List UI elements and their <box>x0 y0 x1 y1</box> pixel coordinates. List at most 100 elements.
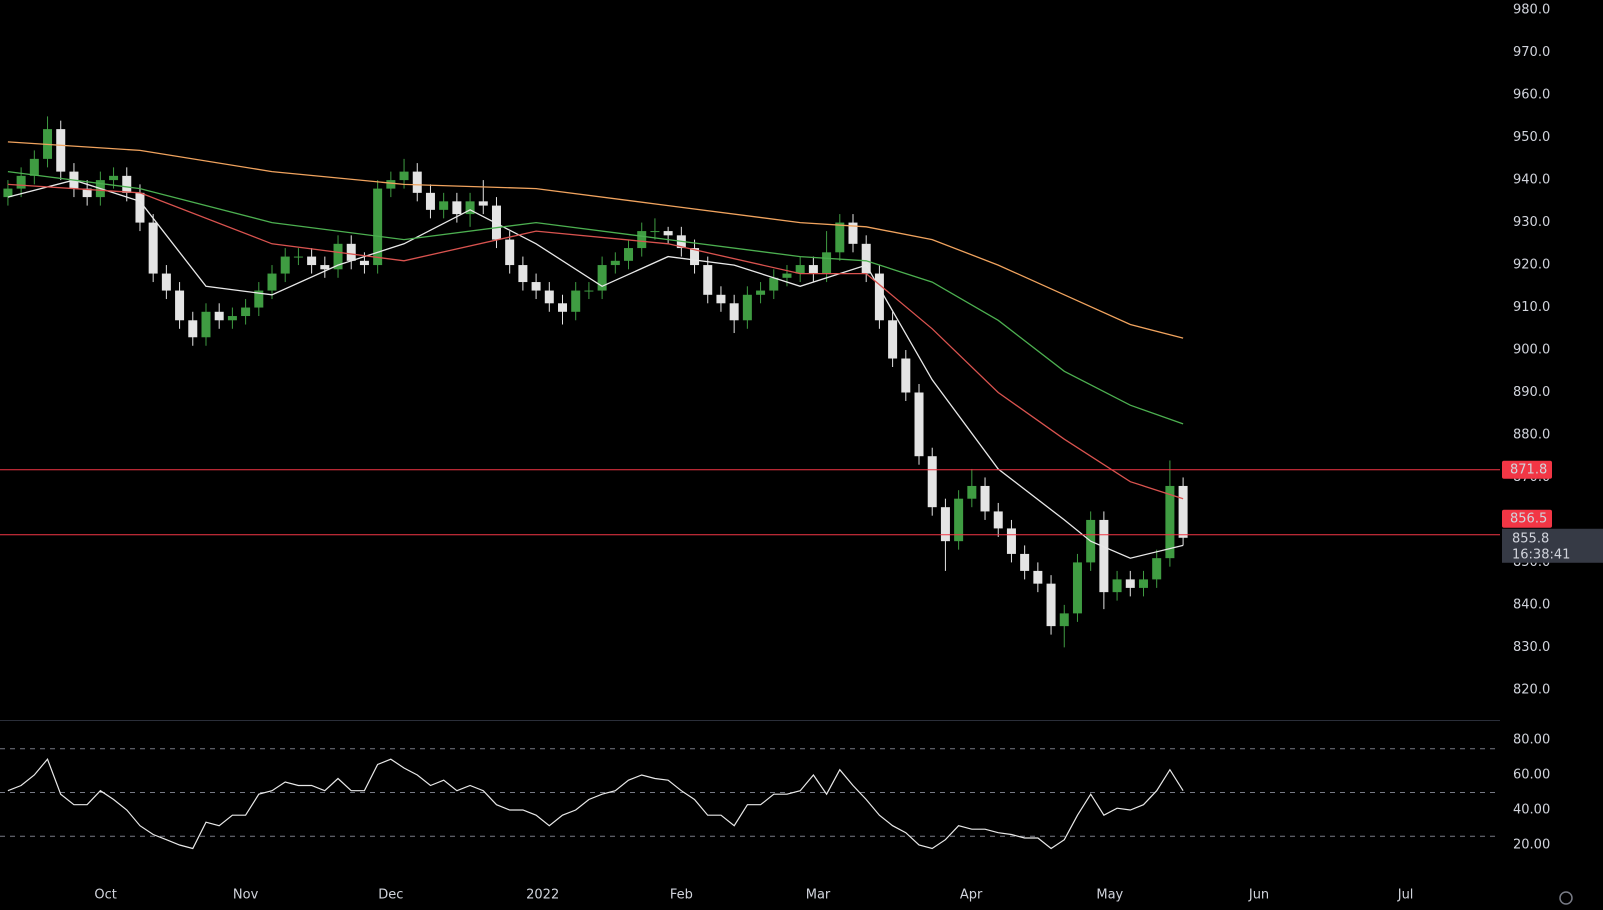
x-tick-label: Mar <box>806 888 831 903</box>
line <box>7 141 1184 339</box>
candle-body <box>756 290 766 295</box>
candle-body <box>3 188 13 198</box>
candle-body <box>399 171 409 181</box>
candle-body <box>505 239 515 266</box>
y-tick-label: 980.0 <box>1513 3 1550 18</box>
candle-body <box>927 456 937 508</box>
y-tick-label: 920.0 <box>1513 258 1550 273</box>
candle-body <box>307 256 317 266</box>
y-tick-label: 970.0 <box>1513 45 1550 60</box>
x-tick-label: Feb <box>670 888 693 903</box>
candle-body <box>201 311 211 338</box>
y-tick-label: 910.0 <box>1513 300 1550 315</box>
candle-body <box>1033 570 1043 584</box>
candle-body <box>808 265 818 274</box>
candle-body <box>241 307 251 317</box>
candle-body <box>1020 553 1030 571</box>
y-tick-label: 40.00 <box>1513 802 1550 817</box>
candle-body <box>769 277 779 291</box>
y-tick-label: 20.00 <box>1513 837 1550 852</box>
x-tick-label: Apr <box>960 888 983 903</box>
candle-body <box>610 260 620 266</box>
candle-body <box>465 201 475 215</box>
x-tick-label: May <box>1096 888 1123 903</box>
candle-body <box>346 243 356 261</box>
candle-body <box>1125 579 1135 588</box>
candle-body <box>954 498 964 542</box>
candle-body <box>254 290 264 308</box>
settings-icon[interactable] <box>1559 891 1573 905</box>
candle-body <box>531 282 541 291</box>
candle-body <box>597 265 607 291</box>
candle-body <box>967 485 977 499</box>
candle-body <box>703 265 713 295</box>
candle-body <box>56 129 66 172</box>
candle-body <box>742 294 752 321</box>
x-tick-label: Jun <box>1248 888 1269 903</box>
candle-body <box>320 265 330 270</box>
candle-body <box>452 201 462 215</box>
candle-body <box>637 231 647 249</box>
candle-body <box>293 256 303 258</box>
candle-body <box>333 243 343 270</box>
candle-body <box>835 222 845 253</box>
x-tick-label: Oct <box>94 888 116 903</box>
y-tick-label: 60.00 <box>1513 767 1550 782</box>
line <box>7 758 1184 850</box>
candle-body <box>412 171 422 193</box>
candle-body <box>782 273 792 278</box>
candle-body <box>280 256 290 274</box>
y-tick-label: 80.00 <box>1513 732 1550 747</box>
line <box>7 183 1184 500</box>
candle-body <box>1046 583 1056 627</box>
candle-body <box>1152 558 1162 580</box>
candle-body <box>135 192 145 223</box>
candle-body <box>888 320 898 359</box>
line <box>7 179 1184 559</box>
candle-body <box>861 243 871 274</box>
candle-body <box>544 290 554 304</box>
candle-body <box>663 231 673 236</box>
countdown-label: 16:38:41 <box>1512 547 1570 562</box>
candle-body <box>161 273 171 291</box>
price-line-label: 856.5 <box>1510 511 1547 526</box>
price-line-label: 871.8 <box>1510 462 1547 477</box>
candle-body <box>584 290 594 292</box>
candle-body <box>716 294 726 304</box>
candle-body <box>439 201 449 210</box>
y-tick-label: 890.0 <box>1513 385 1550 400</box>
candle-body <box>175 290 185 321</box>
x-tick-label: Jul <box>1397 888 1414 903</box>
candle-body <box>795 265 805 274</box>
y-tick-label: 820.0 <box>1513 682 1550 697</box>
candle-body <box>491 205 501 240</box>
line <box>7 170 1184 425</box>
candle-body <box>558 303 567 312</box>
candle-body <box>1165 485 1175 559</box>
y-tick-label: 950.0 <box>1513 130 1550 145</box>
candle-body <box>122 175 132 193</box>
candle-body <box>729 303 739 321</box>
candle-body <box>1072 562 1082 614</box>
candle-body <box>980 485 990 512</box>
price-line-label-box <box>1502 460 1552 479</box>
y-tick-label: 880.0 <box>1513 427 1550 442</box>
candle-body <box>29 158 39 176</box>
x-tick-label: 2022 <box>526 888 559 903</box>
candle-body <box>16 175 26 189</box>
candle-body <box>901 358 911 393</box>
y-tick-label: 840.0 <box>1513 597 1550 612</box>
candle-body <box>822 252 832 274</box>
candle-body <box>373 188 383 266</box>
candle-body <box>1006 528 1016 554</box>
candle-body <box>1112 579 1122 593</box>
candle-body <box>518 265 528 283</box>
y-tick-label: 930.0 <box>1513 215 1550 230</box>
last-price-label: 855.8 <box>1512 531 1549 546</box>
x-tick-label: Dec <box>378 888 403 903</box>
candle-body <box>214 311 224 321</box>
candle-body <box>227 316 237 321</box>
x-tick-label: Nov <box>233 888 259 903</box>
